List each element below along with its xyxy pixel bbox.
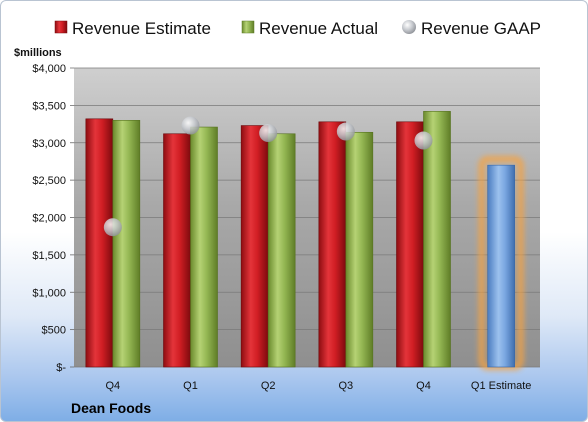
legend-swatch-revenue-gaap	[402, 20, 416, 34]
legend-label-revenue-actual: Revenue Actual	[259, 19, 378, 38]
revenue-gaap-point	[259, 124, 278, 143]
x-tick-label: Q2	[261, 380, 276, 392]
y-tick-label: $-	[56, 362, 66, 374]
y-tick-label: $3,000	[32, 138, 66, 150]
revenue-estimate-bar	[163, 133, 191, 368]
x-tick-label: Q1 Estimate	[471, 380, 532, 392]
legend-swatch-revenue-actual	[241, 20, 255, 34]
x-tick-label: Q4	[105, 380, 120, 392]
revenue-actual-bar	[190, 126, 218, 368]
revenue-estimate-bar	[85, 118, 114, 368]
legend-label-revenue-estimate: Revenue Estimate	[72, 19, 211, 38]
revenue-gaap-point	[181, 116, 200, 135]
revenue-gaap-point	[336, 122, 355, 141]
y-tick-label: $1,000	[32, 287, 66, 299]
y-tick-label: $1,500	[32, 250, 66, 262]
y-axis-ticks: $- $500 $1,000 $1,500 $2,000 $2,500 $3,000 $3,5…	[32, 63, 74, 374]
x-tick-label: Q3	[338, 380, 353, 392]
revenue-gaap-point	[103, 218, 122, 237]
y-axis-unit-label: $millions	[14, 47, 62, 59]
revenue-actual-bar	[112, 120, 141, 368]
legend-swatch-revenue-estimate	[54, 20, 68, 34]
y-tick-label: $500	[42, 325, 66, 337]
revenue-estimate-bar	[240, 125, 269, 368]
revenue-gaap-point	[414, 131, 433, 150]
revenue-estimate-bar	[396, 121, 424, 368]
revenue-estimate-bar	[318, 121, 347, 368]
gridlines	[74, 67, 540, 368]
y-tick-label: $2,500	[32, 175, 66, 187]
revenue-actual-bar	[345, 131, 374, 368]
revenue-estimate-forecast-bar	[487, 164, 515, 368]
x-tick-label: Q4	[416, 380, 431, 392]
legend: Revenue Estimate Revenue Actual Revenue …	[54, 19, 541, 38]
y-tick-label: $3,500	[32, 100, 66, 112]
company-name: Dean Foods	[71, 400, 151, 416]
revenue-actual-bar	[267, 133, 296, 368]
gaap-points	[103, 116, 433, 237]
x-tick-label: Q1	[183, 380, 198, 392]
y-tick-label: $2,000	[32, 213, 66, 225]
x-axis-ticks: Q4 Q1 Q2 Q3 Q4 Q1 Estimate	[105, 380, 531, 392]
legend-label-revenue-gaap: Revenue GAAP	[421, 19, 541, 38]
y-tick-label: $4,000	[32, 63, 66, 75]
revenue-actual-bar	[423, 111, 451, 368]
bars	[85, 111, 524, 370]
